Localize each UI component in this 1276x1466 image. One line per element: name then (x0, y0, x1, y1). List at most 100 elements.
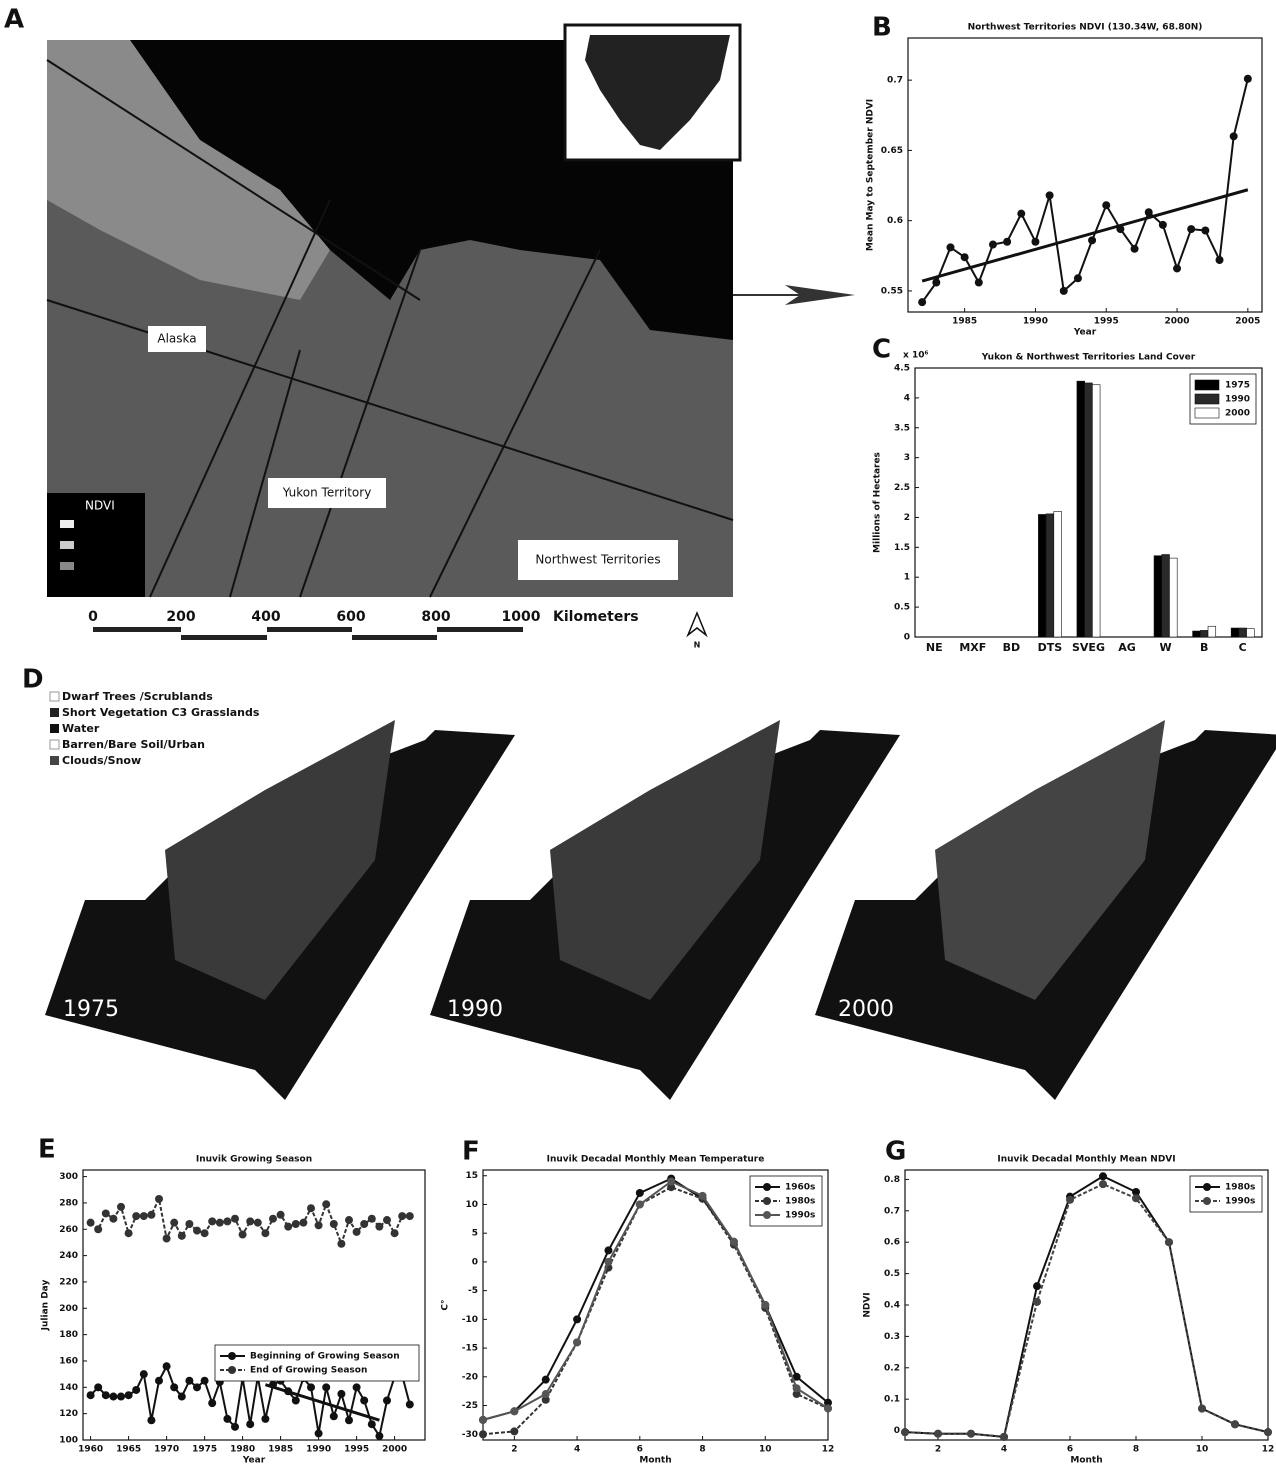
plot-frame (482, 1169, 829, 1441)
map-year: 2000 (838, 997, 894, 1022)
x-axis-label: Month (1070, 1456, 1102, 1466)
ndvi-legend-title: NDVI (85, 499, 115, 513)
trend-line (921, 188, 1249, 283)
data-point (573, 1315, 582, 1324)
data-point (1033, 1282, 1041, 1291)
data-point (322, 1200, 331, 1209)
y-tick-label: 0.7 (887, 76, 903, 86)
panel-letter: D (22, 665, 44, 695)
map-d-2000 (815, 720, 1276, 1100)
data-point (360, 1396, 369, 1405)
y-tick-label: 200 (59, 1304, 78, 1314)
y-tick-label: 0.4 (884, 1301, 900, 1311)
data-point (132, 1212, 141, 1221)
ndvi-swatch (60, 520, 74, 528)
data-point (946, 243, 955, 252)
north-arrow (686, 611, 708, 638)
x-tick-label: 1990 (1023, 317, 1048, 327)
legend-swatch (1194, 407, 1220, 419)
data-point (200, 1229, 209, 1238)
x-tick-label: 2 (511, 1445, 517, 1455)
label-box (268, 478, 386, 508)
data-point (162, 1234, 171, 1243)
y-tick-label: 0.6 (884, 1238, 900, 1248)
data-point (360, 1220, 369, 1228)
scale-label: 200 (166, 609, 195, 625)
data-point (200, 1376, 209, 1385)
y-tick-label: 100 (59, 1436, 78, 1446)
data-point (383, 1216, 391, 1225)
bar (1053, 511, 1062, 638)
map-year: 1990 (447, 997, 503, 1022)
data-point (101, 1209, 110, 1218)
y-axis-label: Mean May to September NDVI (866, 99, 876, 251)
series-line (904, 1183, 1269, 1438)
data-point (269, 1380, 277, 1389)
class-swatch (49, 739, 60, 750)
legend-marker (228, 1352, 236, 1360)
legend-swatch (1194, 379, 1220, 391)
data-point (792, 1390, 801, 1399)
bar (1153, 555, 1163, 638)
scale-label: 600 (336, 609, 365, 625)
y-tick-label: 0 (894, 1426, 900, 1436)
map-label: Northwest Territories (535, 553, 660, 567)
data-point (792, 1384, 801, 1393)
y-tick-label: 0.5 (894, 603, 910, 613)
y-tick-label: 0.7 (884, 1206, 900, 1216)
data-point (1215, 256, 1224, 265)
data-point (510, 1407, 519, 1416)
chart-title: Inuvik Decadal Monthly Mean Temperature (547, 1155, 765, 1165)
plot-frame (907, 37, 1263, 313)
data-point (698, 1191, 707, 1200)
y-tick-label: 0.2 (884, 1363, 900, 1373)
data-point (307, 1383, 315, 1392)
y-tick-label: 140 (59, 1383, 78, 1393)
data-point (974, 278, 983, 287)
panel-letter: C (872, 335, 891, 365)
legend-label: 1990s (785, 1211, 815, 1221)
class-label: Short Vegetation C3 Grasslands (62, 706, 260, 719)
data-point (541, 1375, 550, 1384)
data-point (269, 1214, 277, 1223)
y-tick-label: 1 (904, 573, 910, 583)
map-d-1990 (430, 720, 900, 1100)
data-point (284, 1222, 293, 1231)
x-tick-label: 1975 (192, 1445, 217, 1455)
legend-marker (763, 1211, 771, 1219)
x-tick-label: MXF (959, 641, 986, 654)
bar (1169, 557, 1178, 638)
y-tick-label: -30 (462, 1430, 478, 1440)
data-point (337, 1389, 346, 1398)
data-point (193, 1226, 201, 1235)
x-axis-label: Month (639, 1456, 671, 1466)
x-tick-label: 1965 (116, 1445, 141, 1455)
plot-frame (82, 1169, 426, 1441)
data-point (1132, 1194, 1140, 1203)
y-tick-label: 0.65 (881, 146, 903, 156)
data-point (1066, 1195, 1074, 1204)
label-box (518, 540, 678, 580)
data-point (1116, 225, 1125, 234)
data-point (510, 1427, 519, 1436)
x-tick-label: 1970 (154, 1445, 179, 1455)
data-point (667, 1177, 676, 1186)
data-point (291, 1396, 300, 1405)
x-tick-label: 12 (822, 1445, 835, 1455)
x-tick-label: 1985 (952, 317, 977, 327)
panel-letter: F (462, 1137, 480, 1167)
axis-multiplier: x 10⁶ (903, 351, 928, 361)
data-point (155, 1194, 163, 1203)
x-tick-label: 1990 (306, 1445, 331, 1455)
class-label: Water (62, 722, 100, 735)
data-point (117, 1392, 125, 1401)
data-point (635, 1200, 644, 1209)
data-point (291, 1220, 300, 1228)
data-point (94, 1225, 103, 1234)
data-point (1229, 132, 1238, 141)
data-point (405, 1400, 414, 1409)
y-tick-label: 300 (59, 1172, 78, 1182)
data-point (109, 1214, 118, 1223)
y-tick-label: 160 (59, 1356, 78, 1366)
map-d: 1975 1990 2000 Dwarf Trees /Scrublands S… (45, 690, 1276, 1100)
